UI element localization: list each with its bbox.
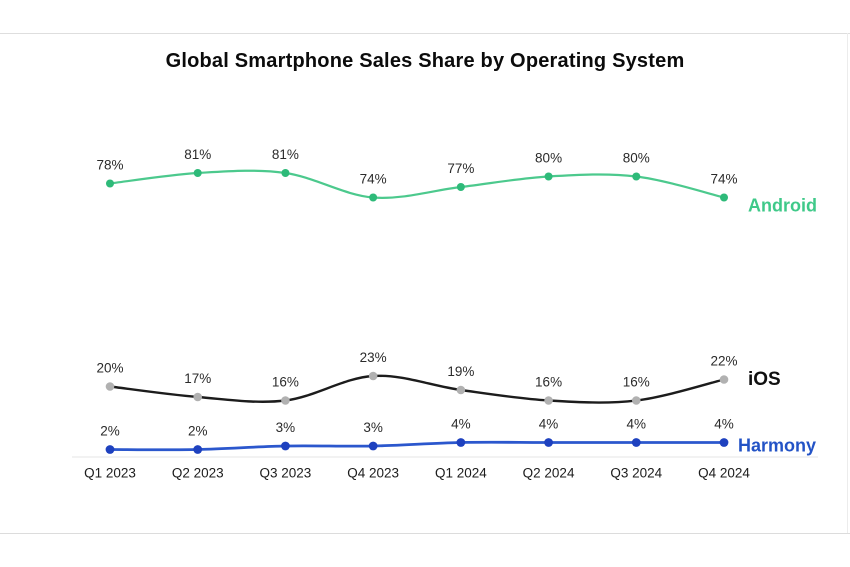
android-series-line (108, 169, 726, 199)
android-data-label: 81% (272, 147, 299, 162)
ios-data-label: 16% (623, 375, 650, 390)
top-divider (0, 33, 850, 34)
ios-data-label: 22% (710, 354, 737, 369)
android-data-label: 77% (447, 161, 474, 176)
android-marker (281, 169, 290, 177)
ios-series-label: iOS (748, 369, 781, 390)
ios-marker (544, 396, 553, 405)
x-tick-label: Q3 2023 (260, 466, 312, 481)
android-marker (369, 193, 378, 202)
ios-marker (193, 392, 203, 402)
ios-marker (456, 385, 466, 395)
android-marker (456, 183, 465, 191)
x-tick-label: Q3 2024 (610, 466, 662, 481)
android-marker (106, 179, 114, 188)
ios-data-label: 16% (535, 375, 562, 390)
android-series-label: Android (748, 196, 817, 216)
ios-series-line (108, 374, 726, 404)
x-tick-label: Q1 2024 (435, 466, 487, 481)
harmony-series-label: Harmony (738, 436, 816, 456)
ios-marker (719, 375, 729, 384)
x-tick-label: Q2 2023 (172, 466, 224, 481)
x-tick-label: Q2 2024 (523, 466, 575, 481)
android-marker (193, 169, 202, 177)
ios-data-label: 20% (96, 361, 123, 376)
harmony-marker (193, 445, 203, 454)
android-marker (544, 172, 553, 181)
harmony-data-label: 4% (714, 417, 734, 432)
chart-title: Global Smartphone Sales Share by Operati… (165, 50, 685, 72)
harmony-marker (281, 441, 290, 451)
harmony-data-label: 3% (276, 420, 296, 435)
x-tick-label: Q1 2023 (84, 466, 136, 481)
harmony-marker (719, 438, 729, 447)
bottom-divider (0, 533, 850, 534)
android-data-label: 74% (360, 172, 387, 187)
harmony-data-label: 4% (627, 417, 647, 432)
harmony-marker (456, 438, 466, 447)
harmony-marker (105, 445, 115, 454)
ios-data-label: 17% (184, 371, 211, 386)
harmony-series-line (108, 440, 726, 452)
ios-data-label: 23% (360, 350, 387, 365)
harmony-data-label: 4% (539, 417, 559, 432)
harmony-marker (368, 441, 378, 451)
harmony-data-label: 4% (451, 417, 471, 432)
ios-data-label: 16% (272, 375, 299, 390)
ios-marker (368, 371, 378, 381)
android-data-label: 74% (710, 172, 737, 187)
ios-data-label: 19% (447, 364, 474, 379)
ios-marker (281, 396, 290, 405)
x-tick-label: Q4 2023 (347, 466, 399, 481)
android-marker (632, 172, 641, 181)
harmony-marker (544, 438, 553, 447)
harmony-data-label: 2% (100, 424, 120, 439)
harmony-marker (631, 438, 641, 447)
ios-marker (631, 396, 641, 405)
right-divider (847, 33, 848, 533)
android-marker (719, 193, 728, 202)
android-data-label: 80% (623, 151, 650, 166)
ios-marker (105, 382, 115, 391)
android-data-label: 78% (96, 158, 123, 173)
harmony-data-label: 3% (363, 420, 383, 435)
harmony-data-label: 2% (188, 424, 208, 439)
android-data-label: 80% (535, 151, 562, 166)
android-data-label: 81% (184, 147, 211, 162)
x-tick-label: Q4 2024 (698, 466, 750, 481)
